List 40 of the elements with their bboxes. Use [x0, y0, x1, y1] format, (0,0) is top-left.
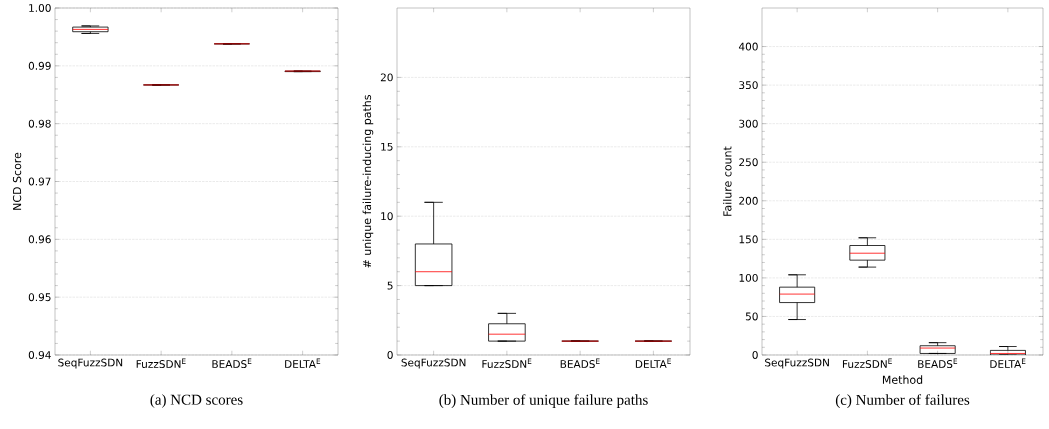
- y-tick-label: 0.97: [28, 177, 51, 186]
- x-axis-title: Method: [882, 375, 923, 384]
- y-axis-title: Failure count: [723, 146, 732, 216]
- text: (c) Number of failures: [835, 394, 970, 408]
- y-tick-label: 1.00: [29, 4, 51, 12]
- y-tick-label: 50: [745, 312, 758, 321]
- x-tick-label: SeqFuzzSDN: [58, 358, 123, 369]
- text: (b) Number of unique failure paths: [439, 394, 648, 408]
- x-tick-label: DELTA$^{E}$: [990, 358, 1026, 368]
- y-axis-title: NCD Score: [12, 152, 22, 210]
- y-tick-label: 10: [381, 212, 393, 221]
- x-tick-label: BEADS$^{E}$: [918, 358, 958, 369]
- x-tick-label: DELTA$^{E}$: [635, 358, 671, 368]
- y-tick-label: 0.99: [28, 61, 51, 70]
- x-tick-label: BEADS$^{E}$: [560, 358, 600, 369]
- x-tick-label: SeqFuzzSDN: [401, 358, 466, 369]
- y-tick-label: 0: [387, 351, 393, 359]
- y-tick-label: 0.94: [28, 351, 51, 359]
- y-tick-label: 0.96: [28, 235, 51, 244]
- x-tick-label: FuzzSDN$^{E}$: [136, 358, 186, 369]
- x-tick-label: BEADS$^{E}$: [212, 358, 252, 369]
- y-tick-label: 400: [738, 42, 758, 51]
- x-tick-label: FuzzSDN$^{E}$: [482, 358, 532, 369]
- y-tick-label: 0.98: [28, 119, 51, 128]
- text: (a) NCD scores: [150, 394, 243, 408]
- x-tick-label: DELTA$^{E}$: [285, 358, 321, 368]
- y-axis-title: # unique failure-inducing paths: [362, 95, 374, 268]
- y-tick-label: 20: [380, 73, 393, 82]
- y-tick-label: 150: [739, 235, 758, 244]
- y-tick-label: 5: [387, 281, 393, 290]
- y-tick-label: 100: [739, 273, 758, 282]
- y-tick-label: 15: [381, 142, 393, 151]
- y-tick-label: 0.95: [28, 293, 51, 302]
- y-tick-label: 250: [739, 158, 758, 167]
- y-tick-label: 300: [739, 119, 758, 128]
- x-tick-label: FuzzSDN$^{E}$: [842, 358, 892, 369]
- y-tick-label: 0: [752, 351, 758, 359]
- y-tick-label: 350: [739, 81, 758, 90]
- x-tick-label: SeqFuzzSDN: [765, 358, 829, 369]
- y-tick-label: 200: [739, 196, 758, 205]
